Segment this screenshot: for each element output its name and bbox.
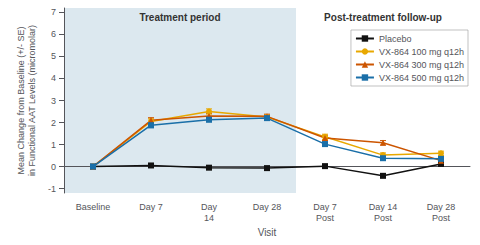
svg-text:Treatment period: Treatment period [139, 12, 220, 23]
svg-text:Day 7: Day 7 [139, 202, 163, 212]
svg-text:-1: -1 [48, 184, 56, 194]
svg-text:Post: Post [316, 213, 335, 223]
svg-text:2: 2 [51, 118, 56, 128]
svg-text:Day 28: Day 28 [427, 202, 456, 212]
svg-text:Post: Post [432, 213, 451, 223]
svg-text:in Functional AAT Levels (micr: in Functional AAT Levels (micromolar) [27, 25, 37, 176]
svg-text:3: 3 [51, 96, 56, 106]
svg-text:Placebo: Placebo [379, 34, 412, 44]
svg-text:14: 14 [204, 213, 214, 223]
svg-text:Day 14: Day 14 [369, 202, 398, 212]
svg-text:Day 28: Day 28 [253, 202, 282, 212]
svg-text:Post-treatment follow-up: Post-treatment follow-up [324, 12, 442, 23]
svg-text:VX-864 100 mg q12h: VX-864 100 mg q12h [379, 47, 464, 57]
svg-text:0: 0 [51, 162, 56, 172]
svg-text:Day 7: Day 7 [313, 202, 337, 212]
svg-text:VX-864 300 mg q12h: VX-864 300 mg q12h [379, 60, 464, 70]
svg-text:Day: Day [201, 202, 218, 212]
svg-text:Post: Post [374, 213, 393, 223]
svg-text:VX-864 500 mg q12h: VX-864 500 mg q12h [379, 73, 464, 83]
svg-text:Visit: Visit [258, 227, 277, 238]
svg-text:1: 1 [51, 140, 56, 150]
svg-text:Baseline: Baseline [76, 202, 111, 212]
svg-text:Mean Change from Baseline (+/-: Mean Change from Baseline (+/- SE) [16, 27, 26, 175]
svg-text:7: 7 [51, 7, 56, 17]
svg-text:6: 6 [51, 29, 56, 39]
svg-text:4: 4 [51, 73, 56, 83]
svg-text:5: 5 [51, 51, 56, 61]
